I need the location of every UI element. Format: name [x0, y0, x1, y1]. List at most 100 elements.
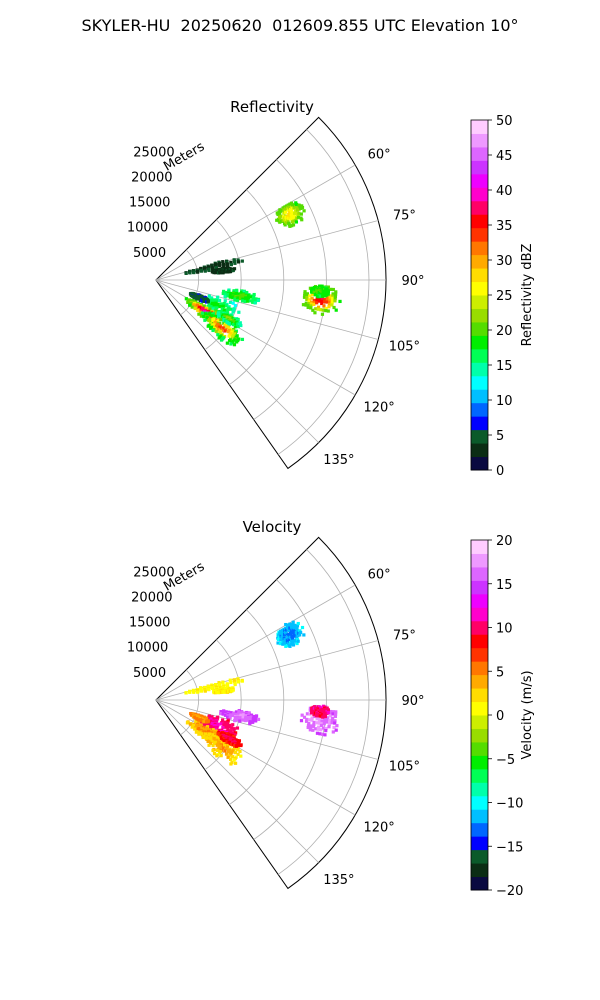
echo-gate	[207, 294, 211, 298]
echo-gate	[223, 743, 227, 748]
echo-gate	[314, 307, 318, 311]
echo-gate	[244, 294, 248, 298]
colorbar-tick-label: 40	[496, 184, 513, 199]
echo-gate	[229, 307, 233, 311]
echo-gate	[184, 691, 188, 695]
echo-gate	[224, 752, 229, 756]
azimuth-tick-label: 75°	[393, 209, 416, 224]
echo-gate	[205, 317, 209, 322]
colorbar-segment	[471, 607, 488, 622]
echo-gate	[330, 303, 334, 307]
echo-gate	[315, 301, 319, 305]
echo-gate	[322, 720, 327, 724]
colorbar-tick-label: 10	[496, 622, 513, 637]
echo-gate	[291, 620, 295, 624]
echo-gate	[334, 710, 338, 714]
echo-gate	[208, 719, 213, 723]
echo-gate	[324, 308, 328, 313]
echo-gate	[212, 298, 216, 302]
echo-gate	[322, 304, 326, 308]
echo-gate	[226, 330, 230, 334]
echo-gate	[196, 690, 200, 694]
echo-gate	[256, 717, 261, 722]
echo-gate	[312, 290, 316, 294]
echo-gate	[326, 710, 330, 715]
echo-gate	[214, 266, 218, 270]
echo-gate	[222, 738, 226, 743]
echo-gate	[312, 722, 316, 726]
echo-gate	[279, 219, 284, 223]
echo-gate	[331, 292, 335, 296]
echo-gate	[211, 728, 215, 732]
echo-gate	[319, 728, 323, 732]
echo-gate	[232, 259, 237, 264]
echo-gate	[310, 718, 314, 722]
echo-gate	[288, 644, 292, 648]
echo-gate	[234, 289, 239, 293]
colorbar-label: Velocity (m/s)	[520, 670, 535, 759]
echo-gate	[289, 642, 293, 646]
echo-gate	[243, 718, 247, 723]
colorbar-tick-label: −15	[496, 840, 523, 855]
echo-gate	[203, 734, 208, 738]
echo-gate	[197, 732, 201, 736]
echo-gate	[246, 718, 250, 722]
echo-gate	[207, 318, 211, 323]
echo-gate	[316, 725, 321, 729]
echo-gate	[334, 712, 338, 716]
echo-gate	[218, 325, 222, 329]
echo-gate	[251, 720, 255, 724]
echo-gate	[220, 307, 224, 311]
echo-gate	[235, 322, 240, 327]
echo-gate	[242, 290, 246, 294]
echo-gate	[206, 304, 210, 309]
echo-gate	[211, 267, 215, 271]
echo-gate	[207, 268, 211, 273]
echo-gate	[328, 718, 332, 722]
echo-gate	[228, 322, 232, 326]
echo-gate	[302, 633, 306, 637]
echo-gate	[252, 714, 256, 719]
echo-gate	[334, 290, 338, 294]
echo-gate	[203, 269, 207, 273]
echo-gate	[334, 292, 338, 296]
echo-gate	[208, 299, 213, 303]
echo-gate	[242, 711, 246, 715]
echo-gate	[192, 690, 196, 694]
echo-gate	[307, 300, 311, 304]
echo-gate	[325, 706, 329, 710]
echo-gate	[246, 297, 250, 301]
echo-gate	[309, 724, 313, 728]
echo-gate	[225, 683, 230, 688]
echo-gate	[209, 326, 213, 330]
colorbar-segment	[471, 402, 488, 417]
echo-gate	[228, 678, 232, 682]
echo-gate	[318, 297, 322, 301]
echo-gate	[306, 725, 310, 730]
echo-gate	[286, 216, 291, 220]
echo-gate	[320, 301, 324, 306]
echo-gate	[216, 327, 220, 331]
echo-gate	[329, 709, 333, 714]
azimuth-gridline	[155, 164, 356, 281]
echo-gate	[239, 323, 243, 328]
echo-gate	[219, 309, 223, 314]
echo-gate	[333, 299, 337, 303]
colorbar-segment	[471, 281, 488, 296]
echo-gate	[300, 205, 305, 210]
echo-gate	[296, 215, 301, 219]
echo-gate	[223, 295, 227, 299]
colorbar-tick-label: 5	[496, 665, 504, 680]
echo-gate	[300, 218, 304, 222]
echo-gate	[238, 717, 242, 722]
echo-gate	[290, 207, 294, 211]
echo-gate	[320, 299, 324, 304]
colorbar-segment	[471, 580, 488, 595]
echo-gate	[232, 343, 237, 347]
echo-gate	[326, 292, 330, 296]
range-tick-label: 5000	[133, 246, 166, 261]
radar-echoes	[184, 620, 339, 766]
echo-gate	[188, 271, 192, 275]
echo-gate	[278, 220, 282, 224]
